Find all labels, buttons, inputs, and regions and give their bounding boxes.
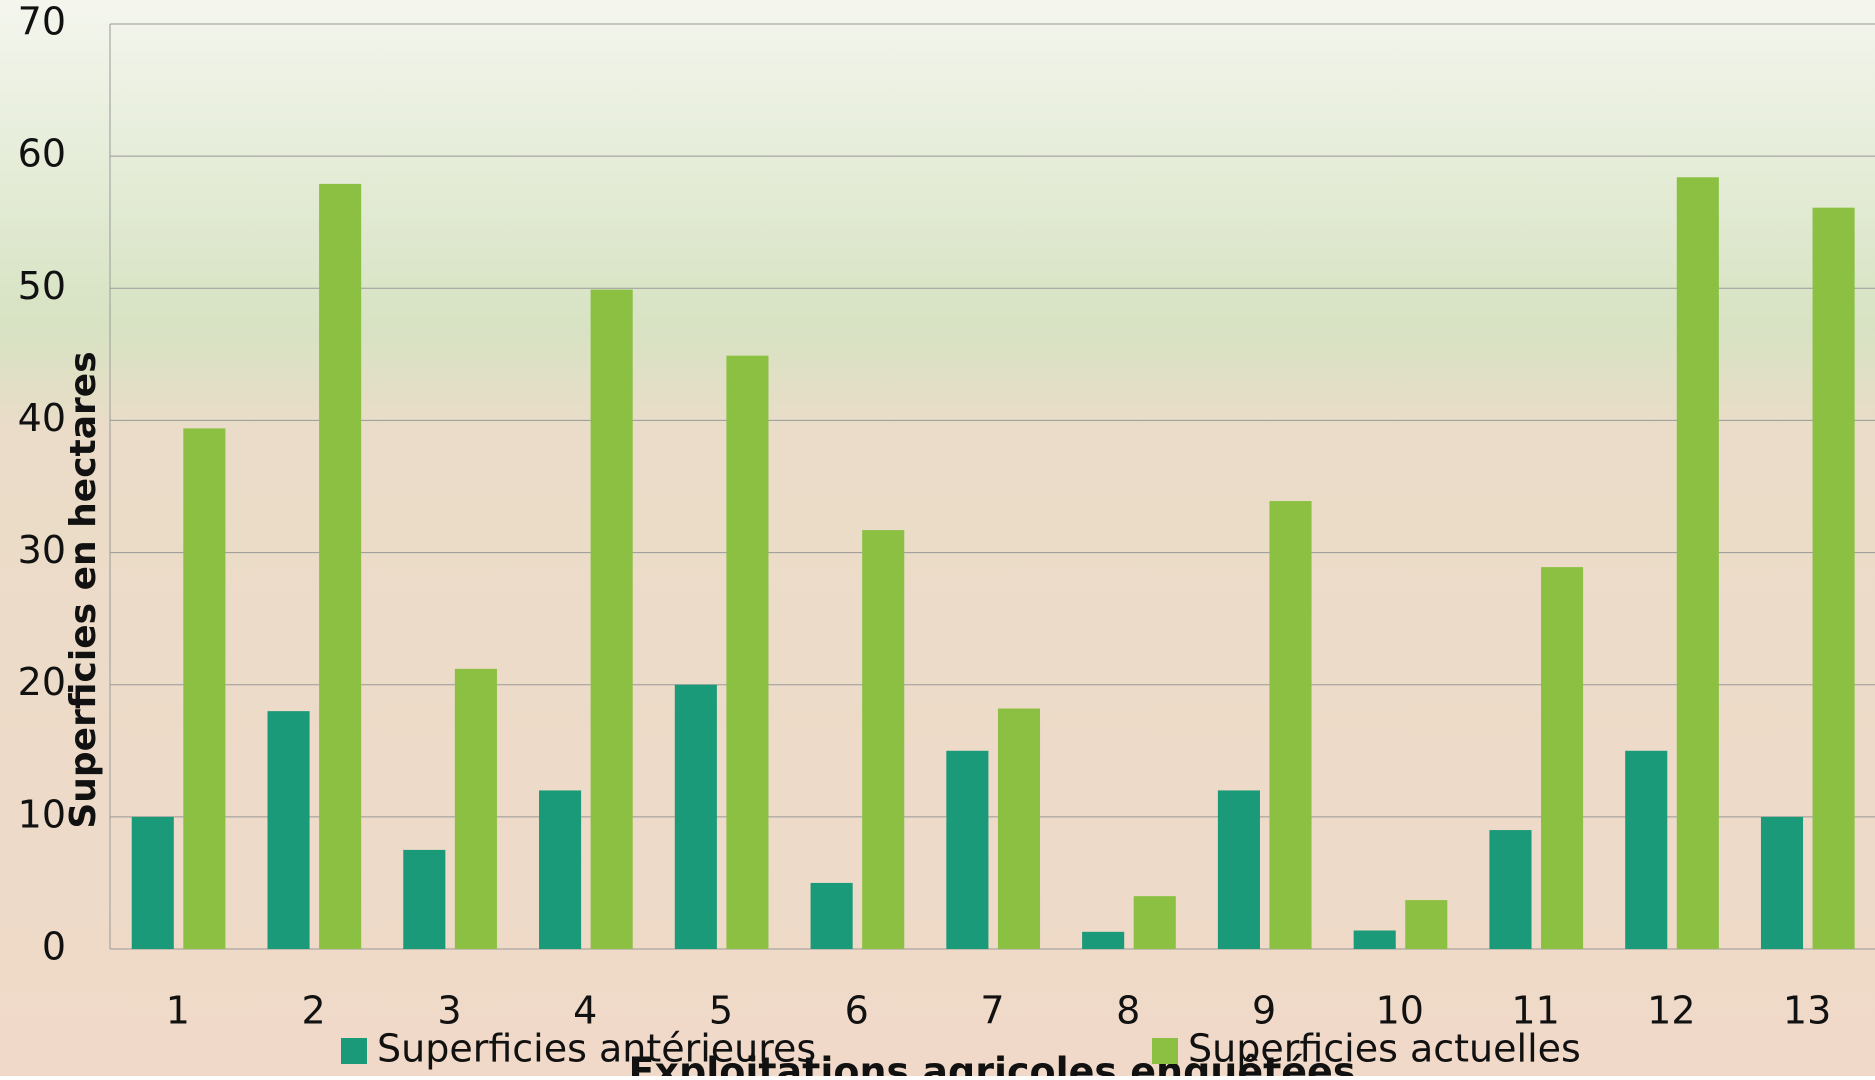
- x-tick-label: 7: [980, 989, 1004, 1033]
- y-tick-label: 30: [18, 528, 66, 572]
- y-tick-label: 10: [18, 792, 66, 836]
- bar: [1761, 817, 1803, 949]
- bar: [132, 817, 174, 949]
- x-tick-label: 12: [1647, 989, 1695, 1033]
- bar: [811, 883, 853, 949]
- bar: [998, 709, 1040, 950]
- bar: [591, 290, 633, 949]
- bar: [1082, 932, 1124, 949]
- bar: [319, 184, 361, 949]
- bar: [1813, 208, 1855, 949]
- y-axis-title: Superficies en hectares: [63, 351, 104, 828]
- bar: [862, 530, 904, 949]
- x-tick-label: 8: [1116, 989, 1140, 1033]
- bar: [1134, 896, 1176, 949]
- chart: Superficies en hectares Exploitations ag…: [0, 0, 1875, 1076]
- bar: [1354, 931, 1396, 950]
- bar: [1269, 501, 1311, 949]
- y-tick-label: 0: [42, 925, 66, 969]
- bar: [946, 751, 988, 949]
- bar: [539, 790, 581, 949]
- y-tick-label: 70: [18, 0, 66, 44]
- x-tick-label: 6: [845, 989, 869, 1033]
- bar: [1218, 790, 1260, 949]
- bar: [1541, 567, 1583, 949]
- x-tick-label: 2: [302, 989, 326, 1033]
- bar: [183, 428, 225, 949]
- bar: [455, 669, 497, 949]
- x-tick-label: 13: [1783, 989, 1831, 1033]
- bar: [675, 685, 717, 949]
- bar: [403, 850, 445, 949]
- legend-swatch: [1152, 1038, 1178, 1064]
- y-tick-label: 60: [18, 132, 66, 176]
- y-tick-label: 50: [18, 264, 66, 308]
- legend-label: Superficies antérieures: [377, 1027, 816, 1071]
- y-tick-label: 40: [18, 396, 66, 440]
- legend-swatch: [341, 1038, 367, 1064]
- y-tick-label: 20: [18, 660, 66, 704]
- legend-label: Superficies actuelles: [1188, 1027, 1581, 1071]
- bar: [267, 711, 309, 949]
- bar: [726, 356, 768, 949]
- x-tick-label: 1: [166, 989, 190, 1033]
- bar: [1405, 900, 1447, 949]
- bar: [1677, 177, 1719, 949]
- bar: [1489, 830, 1531, 949]
- bar: [1625, 751, 1667, 949]
